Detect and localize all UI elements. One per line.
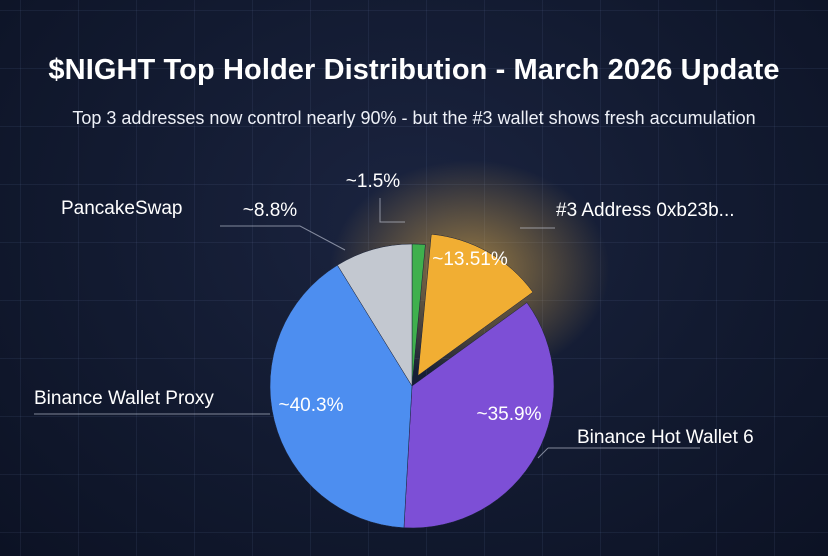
slice-percent-label: ~40.3% [279, 395, 344, 416]
slice-name-label: Binance Wallet Proxy [34, 388, 214, 409]
slice-name-label: #3 Address 0xb23b... [556, 200, 735, 221]
slice-percent-label: ~35.9% [477, 404, 542, 425]
pie-slice [269, 264, 413, 529]
slice-name-label: Binance Hot Wallet 6 [577, 427, 754, 448]
leader-line [220, 225, 346, 251]
chart-subtitle: Top 3 addresses now control nearly 90% -… [72, 108, 756, 128]
slice-percent-label: ~13.51% [432, 249, 508, 270]
chart-title: $NIGHT Top Holder Distribution - March 2… [48, 54, 780, 86]
slice-percent-label: ~8.8% [243, 200, 298, 221]
pie-slice [403, 302, 555, 529]
slice-name-label: PancakeSwap [61, 198, 182, 219]
pie-slice [417, 233, 534, 377]
slice-percent-label: ~1.5% [346, 171, 401, 192]
pie-slice [337, 243, 413, 387]
leader-line [537, 447, 700, 459]
leader-line [379, 198, 405, 223]
